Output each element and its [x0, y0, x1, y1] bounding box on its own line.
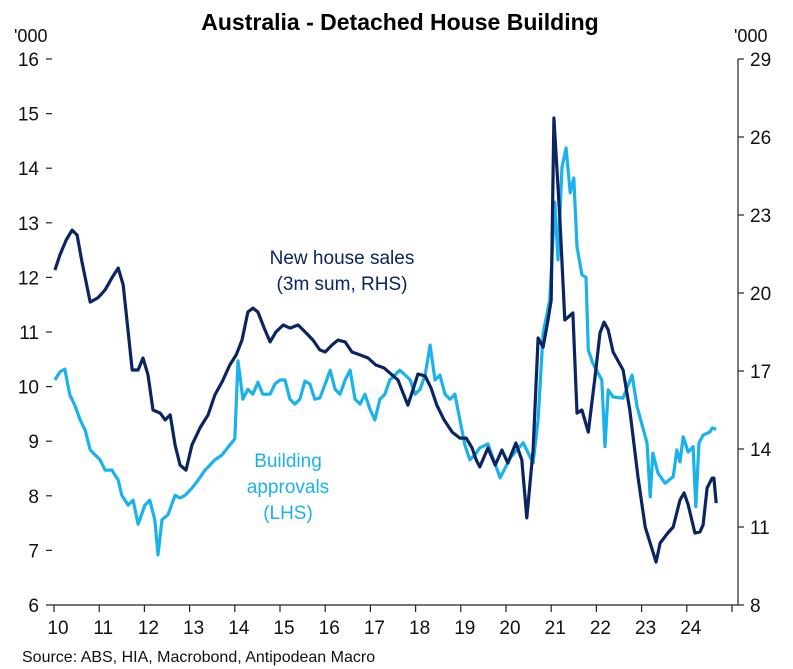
left-tick-label: 15 [18, 105, 39, 126]
series-lines [53, 116, 718, 564]
right-axis-unit: '000 [734, 26, 767, 46]
right-tick-label: 29 [750, 50, 771, 71]
right-tick-label: 14 [750, 440, 772, 461]
left-tick-label: 11 [19, 323, 39, 344]
right-tick-label: 8 [750, 596, 761, 617]
right-tick-label: 11 [750, 518, 770, 539]
x-tick-label: 11 [93, 618, 113, 639]
x-tick-label: 12 [138, 618, 159, 639]
x-tick-label: 13 [183, 618, 204, 639]
x-tick-label: 17 [364, 618, 385, 639]
sales-label-line2: (3m sum, RHS) [277, 274, 408, 295]
approvals-label-line3: (LHS) [263, 503, 313, 524]
chart-title: Australia - Detached House Building [201, 9, 598, 35]
left-tick-label: 16 [18, 50, 39, 71]
axes: 6 7 8 9 10 11 12 13 14 15 16 8 11 14 17 20 23 26 29 10 11 12 1… [18, 50, 772, 639]
source-note: Source: ABS, HIA, Macrobond, Antipodean … [22, 649, 375, 666]
right-tick-label: 26 [750, 128, 771, 149]
x-tick-label: 10 [47, 618, 68, 639]
left-tick-label: 13 [18, 214, 39, 235]
right-tick-label: 20 [750, 284, 771, 305]
right-tick-label: 23 [750, 206, 771, 227]
x-tick-label: 14 [228, 618, 250, 639]
left-tick-label: 6 [28, 596, 39, 617]
left-tick-label: 9 [28, 432, 39, 453]
x-tick-label: 16 [319, 618, 340, 639]
x-tick-label: 24 [680, 618, 702, 639]
new-house-sales-line [53, 116, 718, 564]
left-tick-label: 8 [28, 487, 39, 508]
left-axis-unit: '000 [14, 26, 47, 46]
building-approvals-line [53, 146, 717, 557]
left-tick-label: 7 [28, 541, 39, 562]
sales-label-line1: New house sales [270, 248, 415, 269]
x-tick-label: 21 [545, 618, 566, 639]
left-tick-label: 12 [18, 268, 39, 289]
x-tick-label: 23 [635, 618, 656, 639]
right-tick-label: 17 [750, 362, 771, 383]
approvals-label-line2: approvals [247, 477, 329, 498]
x-tick-label: 15 [273, 618, 294, 639]
x-tick-label: 19 [454, 618, 475, 639]
left-tick-label: 10 [18, 378, 39, 399]
approvals-label-line1: Building [254, 451, 322, 472]
x-tick-label: 22 [590, 618, 611, 639]
left-tick-label: 14 [18, 159, 40, 180]
x-tick-label: 20 [499, 618, 520, 639]
x-tick-label: 18 [409, 618, 430, 639]
